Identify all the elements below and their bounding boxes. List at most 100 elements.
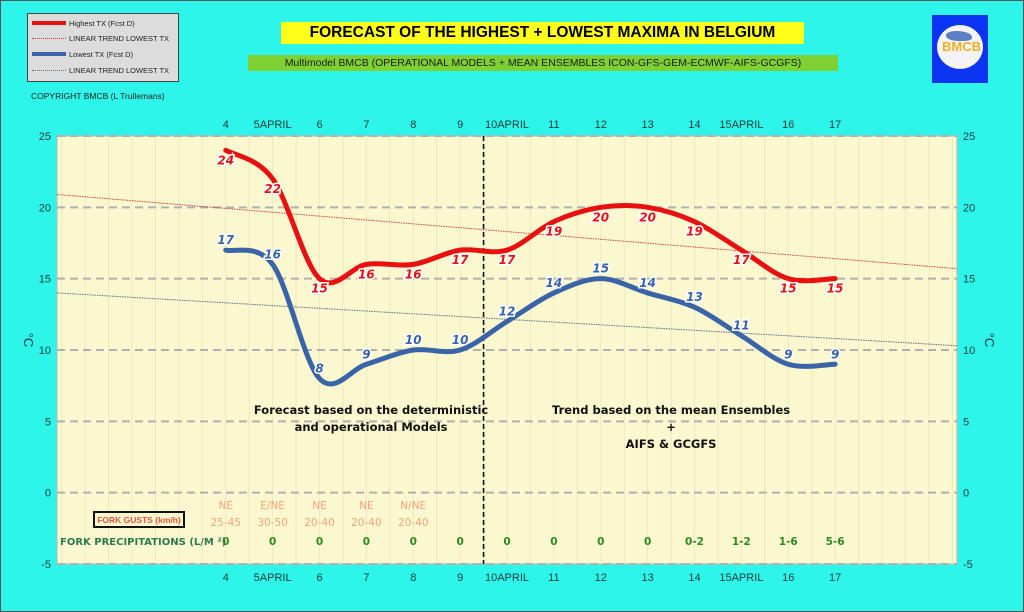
x-tick-label-top: 10APRIL: [485, 119, 529, 131]
x-axis-top: 4 5APRIL 6 7 8 9 10APRIL 11 12 13 14 15APRIL 16 17: [223, 119, 842, 131]
y-tick-label-right: 5: [963, 416, 969, 428]
x-tick-label-bottom: 10APRIL: [485, 572, 529, 584]
legend-swatch-trend-highest: [32, 37, 66, 39]
data-label: 9: [362, 347, 370, 361]
x-tick-label-top: 11: [548, 119, 559, 131]
y-tick-label-right: 10: [963, 345, 975, 357]
data-label: 15: [827, 282, 844, 296]
legend-item: LINEAR TREND LOWEST TX: [32, 63, 169, 77]
y-axis-left: -5 0 5 10 15 20 25: [39, 131, 51, 571]
data-label: 16: [264, 247, 281, 261]
data-label: 15: [311, 282, 328, 296]
precipitation-value: 0: [269, 536, 276, 548]
data-label: 9: [784, 347, 792, 361]
gust-direction: NE: [359, 500, 374, 512]
data-label: 20: [592, 210, 609, 224]
precipitation-value: 0: [316, 536, 323, 548]
x-tick-label-bottom: 15APRIL: [719, 572, 763, 584]
legend-item: Lowest TX (Fcst D): [32, 47, 133, 61]
y-tick-label-left: 25: [39, 131, 51, 143]
precipitation-value: 0: [550, 536, 557, 548]
y-tick-label-left: 10: [39, 345, 51, 357]
x-tick-label-top: 14: [688, 119, 700, 131]
data-label: 17: [499, 253, 516, 267]
precipitation-value: 0: [503, 536, 510, 548]
data-label: 13: [686, 290, 703, 304]
data-label: 17: [733, 253, 750, 267]
precipitation-value: 1-6: [779, 536, 798, 548]
x-tick-label-bottom: 13: [642, 572, 654, 584]
x-tick-label-top: 4: [223, 119, 229, 131]
data-label: 20: [639, 210, 656, 224]
precipitation-value: 0: [456, 536, 463, 548]
precipitation-value: 0: [363, 536, 370, 548]
data-label: 19: [546, 225, 563, 239]
y-tick-label-left: 5: [45, 416, 51, 428]
y-axis-right: -5 0 5 10 15 20 25: [963, 131, 975, 571]
data-label: 16: [405, 267, 422, 281]
precipitation-value: 0: [644, 536, 651, 548]
chart-title: FORECAST OF THE HIGHEST + LOWEST MAXIMA …: [281, 22, 804, 44]
right-note-text: Trend based on the mean Ensembles: [552, 403, 790, 417]
left-note-text: Forecast based on the deterministic: [254, 403, 488, 417]
x-tick-label-bottom: 12: [595, 572, 607, 584]
precipitation-value: 1-2: [732, 536, 751, 548]
precipitation-value: 5-6: [826, 536, 845, 548]
precipitation-value: 0: [410, 536, 417, 548]
legend: Highest TX (Fcst D) LINEAR TREND LOWEST …: [27, 13, 179, 82]
x-tick-label-bottom: 9: [457, 572, 463, 584]
right-note-text: +: [666, 420, 676, 434]
gust-range: 20-40: [304, 517, 335, 529]
x-tick-label-bottom: 8: [410, 572, 416, 584]
precipitation-row: FORK PRECIPITATIONS (L/M ²)0 0 0 0 0 0 0 0 0 0 0-2…: [60, 536, 845, 548]
gust-direction: NE: [312, 500, 327, 512]
x-axis-bottom: 4 5APRIL 6 7 8 9 10APRIL 11 12 13 14 15APRIL 16 17: [223, 572, 842, 584]
y-tick-label-left: 20: [39, 202, 51, 214]
data-label: 16: [358, 267, 375, 281]
legend-label: LINEAR TREND LOWEST TX: [69, 33, 170, 43]
data-label: 10: [405, 333, 422, 347]
copyright-text: COPYRIGHT BMCB (L Trullemans): [31, 91, 165, 101]
x-tick-label-bottom: 11: [548, 572, 559, 584]
gusts-row: FORK GUSTS (km/h) NE 25-45 E/NE 30-50 NE 20-40…: [93, 500, 429, 529]
data-label: 8: [315, 362, 323, 376]
gusts-label: FORK GUSTS (km/h): [97, 515, 181, 525]
precipitation-value: 0: [597, 536, 604, 548]
legend-label: LINEAR TREND LOWEST TX: [69, 65, 170, 75]
y-tick-label-left: 15: [39, 274, 51, 286]
x-tick-label-bottom: 7: [363, 572, 369, 584]
data-label: 15: [592, 262, 609, 276]
gust-direction: NE: [219, 500, 234, 512]
x-tick-label-bottom: 6: [316, 572, 322, 584]
highest-tx-line: [223, 147, 838, 286]
y-tick-label-right: 15: [963, 274, 975, 286]
precipitation-value: 0: [222, 536, 229, 548]
bmcb-logo: BMCB: [932, 15, 988, 83]
x-tick-label-top: 8: [410, 119, 416, 131]
chart-subtitle: Multimodel BMCB (OPERATIONAL MODELS + ME…: [248, 55, 838, 71]
y-tick-label-right: 25: [963, 131, 975, 143]
data-label: 17: [452, 253, 469, 267]
gust-range: 20-40: [398, 517, 429, 529]
x-tick-label-bottom: 16: [782, 572, 794, 584]
gust-range: 30-50: [257, 517, 288, 529]
series-lines: [223, 147, 838, 387]
x-tick-label-top: 16: [782, 119, 794, 131]
x-tick-label-top: 12: [595, 119, 607, 131]
y-tick-label-right: 0: [963, 488, 969, 500]
legend-swatch-highest: [32, 21, 66, 25]
precipitation-label: FORK PRECIPITATIONS (L/M ²): [60, 537, 226, 548]
x-tick-label-top: 7: [363, 119, 369, 131]
precipitation-value: 0-2: [685, 536, 704, 548]
x-tick-label-top: 6: [316, 119, 322, 131]
gusts-label-box: [93, 511, 185, 528]
gust-direction: N/NE: [400, 500, 426, 512]
x-tick-label-top: 17: [829, 119, 841, 131]
legend-item: LINEAR TREND LOWEST TX: [32, 31, 169, 45]
data-label: 24: [217, 153, 234, 167]
data-labels: 24 22 15 16 16 17 17 19 20 20 19 17 15 15 17 16 8 9 10 10 12…: [216, 152, 845, 377]
data-label: 9: [831, 347, 839, 361]
left-note-text: and operational Models: [295, 420, 448, 434]
legend-swatch-lowest: [32, 52, 66, 56]
